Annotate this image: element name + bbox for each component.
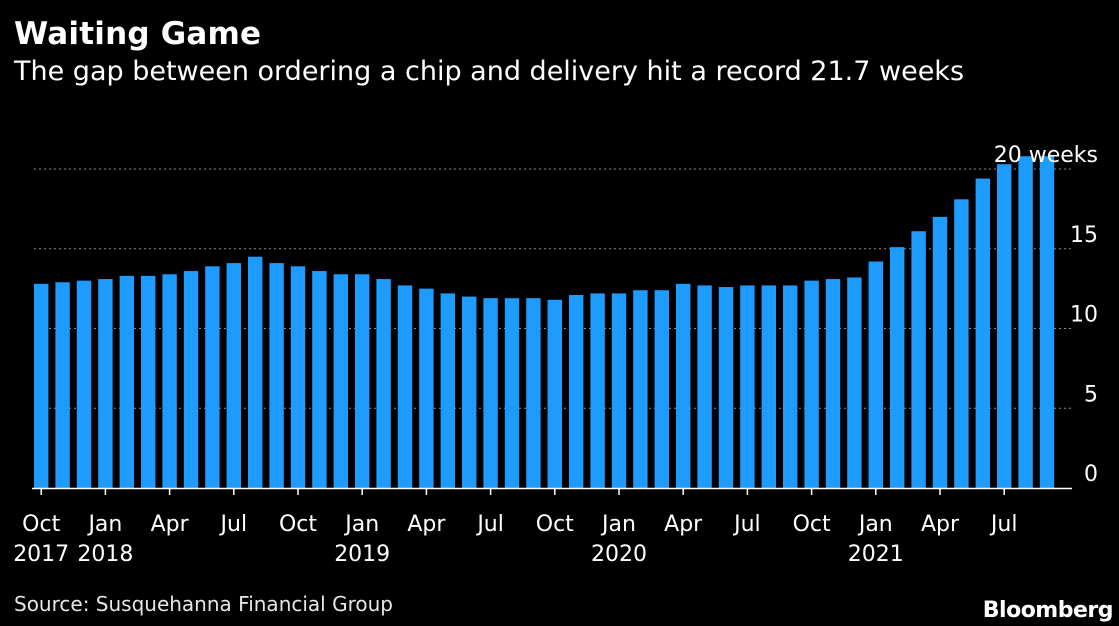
bar (290, 266, 306, 488)
bar (526, 298, 541, 488)
bar (590, 293, 605, 488)
bar (312, 271, 327, 488)
bar (269, 263, 284, 488)
y-tick-label: 20 weeks (994, 143, 1098, 168)
bar (547, 299, 562, 488)
bar (868, 261, 883, 488)
x-tick-label-month: Jul (475, 512, 504, 537)
bar (55, 282, 70, 488)
y-tick-label: 15 (1070, 223, 1098, 248)
bar (1018, 156, 1033, 489)
x-tick-label-month: Apr (407, 512, 446, 537)
bar (997, 164, 1012, 488)
bar (98, 279, 113, 488)
x-tick-label-month: Jan (343, 512, 379, 537)
bar (397, 285, 413, 488)
x-tick-label-year: 2021 (848, 542, 904, 567)
bar (183, 271, 199, 488)
x-tick-label-month: Jul (989, 512, 1018, 537)
x-tick-label-month: Jul (219, 512, 248, 537)
bar (119, 275, 134, 488)
bar (76, 280, 92, 488)
x-tick-label-month: Oct (279, 512, 317, 537)
bar (911, 231, 926, 488)
x-axis (32, 487, 1072, 495)
bar (654, 290, 669, 488)
bar (248, 256, 263, 488)
x-tick-label-year: 2018 (77, 542, 133, 567)
x-tick-label-month: Jan (857, 512, 893, 537)
x-tick-label-month: Jul (732, 512, 761, 537)
bar (718, 287, 734, 488)
bloomberg-logo: Bloomberg (982, 598, 1114, 623)
bar (162, 274, 177, 488)
x-tick-label-month: Apr (151, 512, 190, 537)
bar (34, 283, 49, 488)
y-tick-label: 10 (1070, 303, 1098, 328)
bar (761, 285, 776, 488)
bars (34, 156, 1055, 489)
bar (483, 298, 498, 488)
bar (141, 275, 156, 488)
chart-subtitle: The gap between ordering a chip and deli… (14, 56, 965, 87)
bar (825, 279, 841, 488)
bar (504, 298, 520, 488)
y-tick-label: 5 (1084, 382, 1098, 407)
bar (611, 293, 627, 488)
bar (376, 279, 391, 488)
x-tick-label-year: 2017 (13, 542, 69, 567)
bar (633, 290, 648, 488)
bar (954, 199, 969, 488)
bar (676, 283, 691, 488)
x-tick-label-month: Apr (921, 512, 960, 537)
x-tick-label-month: Jan (86, 512, 122, 537)
bar (419, 288, 434, 488)
chart-title: Waiting Game (14, 16, 262, 52)
bar (205, 266, 220, 488)
bar (440, 293, 455, 488)
bar (740, 285, 755, 488)
bar (226, 263, 241, 488)
bar (355, 274, 370, 488)
bar (975, 178, 990, 488)
bar (333, 274, 348, 488)
bar (847, 277, 862, 488)
y-tick-label: 0 (1084, 462, 1098, 487)
bar (1039, 156, 1055, 489)
x-tick-label-year: 2020 (591, 542, 647, 567)
bar (804, 280, 819, 488)
x-tick-label-month: Oct (536, 512, 574, 537)
x-axis-labels: Oct 2017 Jan 2018 Apr Jul Oct Jan 2019 Apr Jul Oct J… (13, 512, 1017, 567)
y-axis-labels: 0 5 10 15 20 weeks (994, 143, 1098, 487)
bar (932, 216, 948, 488)
x-tick-label-month: Oct (22, 512, 60, 537)
x-tick-label-year: 2019 (334, 542, 390, 567)
bar (697, 285, 712, 488)
bar (569, 295, 584, 488)
source-note: Source: Susquehanna Financial Group (14, 592, 393, 616)
x-tick-label-month: Jan (600, 512, 636, 537)
x-tick-label-month: Oct (793, 512, 831, 537)
x-tick-label-month: Apr (664, 512, 703, 537)
bar (783, 285, 798, 488)
bar (462, 296, 477, 488)
bar (890, 247, 905, 488)
